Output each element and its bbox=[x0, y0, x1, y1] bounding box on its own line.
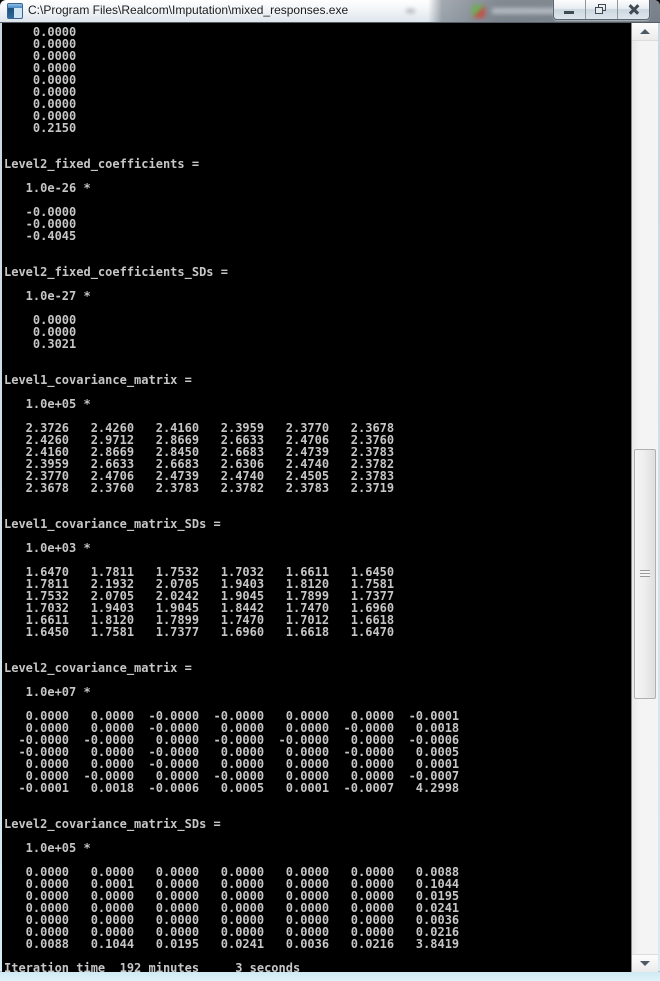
minimize-button[interactable] bbox=[554, 0, 586, 19]
console-app-icon bbox=[7, 3, 23, 19]
arrow-down-icon bbox=[640, 961, 650, 966]
console-app-icon-panel bbox=[8, 8, 14, 18]
close-button[interactable] bbox=[618, 0, 649, 19]
scrollbar-thumb[interactable] bbox=[634, 449, 656, 699]
scroll-down-button[interactable] bbox=[632, 954, 658, 972]
minimize-icon bbox=[564, 11, 574, 14]
blurred-artifact bbox=[406, 9, 415, 13]
restore-button[interactable] bbox=[586, 0, 618, 19]
window-border-right bbox=[658, 22, 660, 981]
vertical-scrollbar[interactable] bbox=[631, 23, 658, 972]
window-border-bottom bbox=[0, 971, 660, 981]
arrow-up-icon bbox=[640, 29, 650, 34]
window-controls bbox=[553, 0, 650, 20]
blurred-title-text bbox=[492, 8, 562, 14]
blurred-app-icon bbox=[472, 5, 485, 18]
scrollbar-grip-icon bbox=[640, 570, 650, 577]
restore-icon bbox=[595, 7, 603, 14]
titlebar[interactable]: C:\Program Files\Realcom\Imputation\mixe… bbox=[0, 0, 660, 23]
console-output: 0.0000 0.0000 0.0000 0.0000 0.0000 0.000… bbox=[4, 25, 460, 972]
console-viewport[interactable]: 0.0000 0.0000 0.0000 0.0000 0.0000 0.000… bbox=[2, 23, 632, 972]
window-title: C:\Program Files\Realcom\Imputation\mixe… bbox=[28, 3, 349, 17]
window-border-left bbox=[0, 22, 2, 981]
scroll-up-button[interactable] bbox=[632, 23, 658, 41]
console-app-icon-titlebar bbox=[8, 4, 22, 8]
